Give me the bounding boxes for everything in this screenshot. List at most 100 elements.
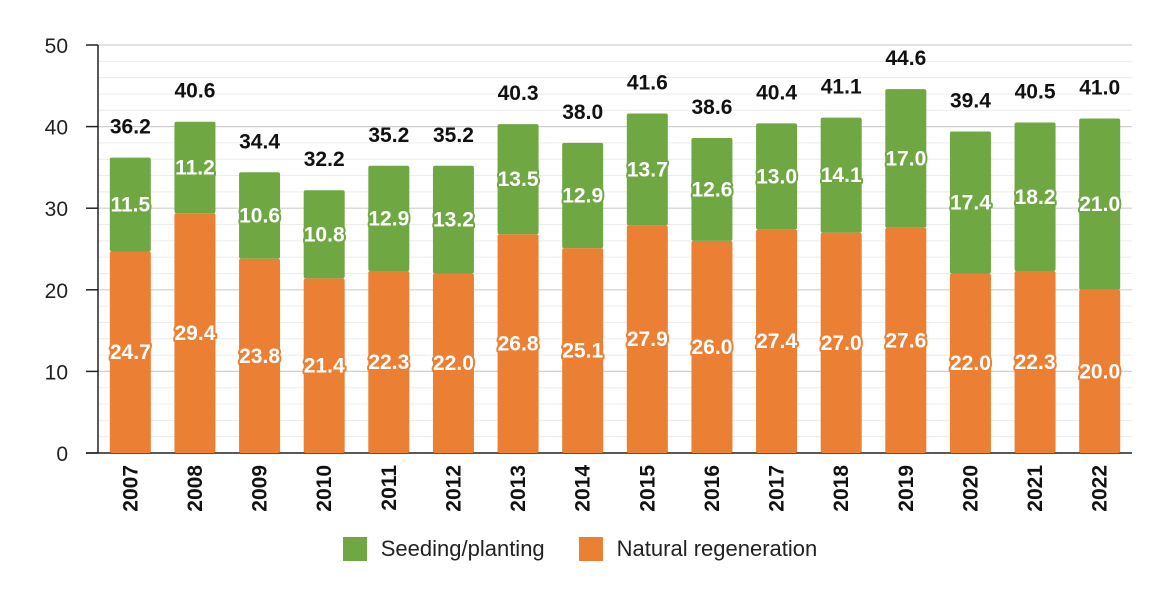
- total-label: 36.2: [110, 116, 151, 139]
- data-label-seeding: 10.8: [304, 223, 345, 246]
- data-label-seeding: 13.5: [498, 168, 539, 191]
- data-label-natural: 29.4: [175, 322, 216, 345]
- data-label-seeding: 13.2: [433, 209, 474, 232]
- bar-natural-regeneration: [885, 227, 927, 453]
- bar-seeding-planting: [885, 89, 927, 228]
- data-label-natural: 21.4: [304, 355, 345, 378]
- data-label-natural: 26.8: [498, 333, 539, 356]
- bar-natural-regeneration: [109, 251, 151, 453]
- x-tick-label: 2017: [766, 465, 789, 512]
- data-label-natural: 23.8: [239, 345, 280, 368]
- bar-natural-regeneration: [174, 213, 216, 453]
- bar-natural-regeneration: [756, 229, 798, 453]
- bar-seeding-planting: [303, 190, 345, 279]
- x-tick-label: 2021: [1024, 465, 1047, 512]
- x-tick-label: 2016: [701, 465, 724, 512]
- bar-natural-regeneration: [820, 232, 862, 453]
- bar-seeding-planting: [432, 165, 474, 274]
- data-label-seeding: 17.0: [885, 147, 926, 170]
- total-label: 40.5: [1015, 81, 1056, 104]
- bar-seeding-planting: [497, 124, 539, 235]
- bar-seeding-planting: [691, 138, 733, 241]
- x-tick-label: 2009: [249, 465, 272, 512]
- data-label-seeding: 13.7: [627, 158, 668, 181]
- data-labels: 24.7 11.5 36.2 29.4 11.2 40.6 23.8 10.6 34.4 21.4…: [108, 47, 1122, 385]
- bar-seeding-planting: [109, 157, 151, 252]
- total-label: 41.1: [821, 76, 862, 99]
- bars: [109, 89, 1121, 453]
- y-tick-label: 40: [45, 117, 68, 140]
- total-label: 39.4: [950, 89, 991, 112]
- data-label-natural: 26.0: [692, 336, 733, 359]
- total-label: 41.0: [1079, 76, 1120, 99]
- y-tick-label: 0: [56, 443, 68, 466]
- data-label-seeding: 10.6: [239, 205, 280, 228]
- data-label-seeding: 12.6: [692, 178, 733, 201]
- data-label-seeding: 12.9: [368, 207, 409, 230]
- total-label: 34.4: [239, 130, 280, 153]
- bar-seeding-planting: [1079, 118, 1121, 290]
- total-label: 41.6: [627, 72, 668, 95]
- bar-seeding-planting: [756, 123, 798, 230]
- bar-seeding-planting: [820, 117, 862, 233]
- data-label-seeding: 13.0: [756, 165, 797, 188]
- total-label: 35.2: [433, 124, 474, 147]
- bar-natural-regeneration: [691, 240, 733, 453]
- x-tick-label: 2008: [184, 465, 207, 512]
- total-label: 40.3: [498, 82, 539, 105]
- x-tick-label: 2010: [313, 465, 336, 512]
- data-label-seeding: 17.4: [950, 191, 991, 214]
- data-label-natural: 24.7: [110, 341, 151, 364]
- data-label-seeding: 21.0: [1079, 193, 1120, 216]
- bar-natural-regeneration: [562, 248, 604, 453]
- data-label-natural: 22.0: [950, 352, 991, 375]
- y-tick-label: 20: [45, 280, 68, 303]
- total-label: 44.6: [885, 47, 926, 70]
- x-tick-label: 2022: [1089, 465, 1112, 512]
- bar-seeding-planting: [368, 165, 410, 272]
- bar-natural-regeneration: [497, 234, 539, 453]
- legend-swatch-natural: [578, 537, 603, 561]
- data-label-seeding: 12.9: [562, 185, 603, 208]
- bar-seeding-planting: [174, 121, 216, 214]
- data-label-natural: 27.0: [821, 332, 862, 355]
- total-label: 35.2: [368, 124, 409, 147]
- y-tick-label: 50: [45, 35, 68, 58]
- data-label-natural: 27.4: [756, 330, 797, 353]
- bar-seeding-planting: [562, 142, 604, 249]
- bar-natural-regeneration: [1079, 289, 1121, 453]
- data-label-seeding: 14.1: [821, 164, 862, 187]
- y-tick-label: 10: [45, 361, 68, 384]
- x-tick-label: 2015: [636, 465, 659, 512]
- bar-natural-regeneration: [949, 273, 991, 453]
- legend: Seeding/planting Natural regeneration: [0, 536, 1160, 562]
- legend-item-seeding: Seeding/planting: [342, 536, 545, 562]
- bar-seeding-planting: [1014, 122, 1056, 272]
- legend-label-natural: Natural regeneration: [616, 536, 818, 561]
- data-label-seeding: 18.2: [1015, 186, 1056, 209]
- bar-natural-regeneration: [626, 225, 668, 453]
- data-label-seeding: 11.2: [175, 156, 215, 179]
- bar-natural-regeneration: [1014, 271, 1056, 453]
- legend-swatch-seeding: [342, 537, 367, 561]
- x-tick-label: 2014: [572, 465, 595, 512]
- x-tick-label: 2019: [895, 465, 918, 512]
- data-label-natural: 22.3: [368, 351, 409, 374]
- data-label-natural: 27.6: [885, 329, 926, 352]
- bar-natural-regeneration: [239, 258, 281, 453]
- data-label-natural: 22.3: [1015, 351, 1056, 374]
- total-label: 38.0: [562, 101, 603, 124]
- bar-seeding-planting: [949, 131, 991, 274]
- data-label-natural: 27.9: [627, 328, 668, 351]
- total-label: 38.6: [692, 96, 733, 119]
- x-tick-label: 2013: [507, 465, 530, 512]
- data-label-natural: 25.1: [562, 340, 603, 363]
- total-label: 40.4: [756, 81, 797, 104]
- legend-label-seeding: Seeding/planting: [380, 536, 545, 561]
- bar-natural-regeneration: [303, 278, 345, 453]
- data-label-seeding: 11.5: [110, 194, 150, 217]
- total-label: 32.2: [304, 148, 345, 171]
- x-tick-label: 2007: [119, 465, 142, 512]
- bar-seeding-planting: [626, 113, 668, 226]
- legend-item-natural: Natural regeneration: [578, 536, 818, 562]
